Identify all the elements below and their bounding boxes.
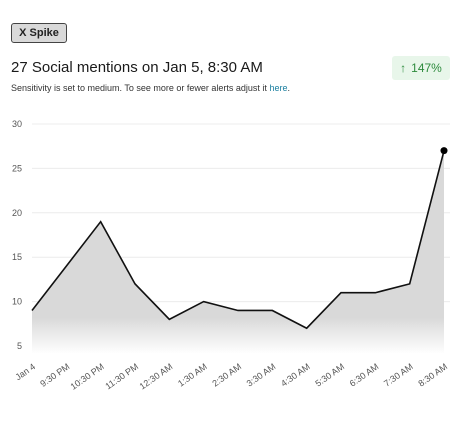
- x-tick-label: 6:30 AM: [348, 361, 381, 388]
- x-tick-label: 10:30 PM: [69, 361, 106, 391]
- series-line: [31, 150, 445, 330]
- x-tick-label: 9:30 PM: [38, 361, 71, 388]
- x-tick-label: 1:30 AM: [176, 361, 209, 388]
- x-tick-label: 8:30 AM: [416, 361, 449, 388]
- sensitivity-link[interactable]: here: [269, 83, 288, 93]
- sensitivity-note: Sensitivity is set to medium. To see mor…: [11, 83, 290, 93]
- alert-headline: 27 Social mentions on Jan 5, 8:30 AM: [11, 59, 263, 76]
- x-tick-label: 5:30 AM: [313, 361, 346, 388]
- x-tick-label: 12:30 AM: [138, 361, 175, 391]
- y-tick-label: 15: [12, 252, 22, 262]
- latest-data-point: [440, 147, 448, 155]
- x-tick-label: Jan 4: [13, 361, 37, 382]
- sensitivity-text: Sensitivity is set to medium. To see mor…: [11, 83, 270, 93]
- x-tick-label: 3:30 AM: [245, 361, 278, 388]
- y-tick-label: 25: [12, 163, 22, 173]
- series-area: [32, 150, 444, 354]
- x-tick-label: 11:30 PM: [103, 361, 140, 391]
- x-tick-label: 2:30 AM: [210, 361, 243, 388]
- y-tick-label: 30: [12, 119, 22, 129]
- x-tick-label: 7:30 AM: [382, 361, 415, 388]
- arrow-up-icon: ↑: [400, 61, 407, 75]
- sensitivity-suffix: .: [287, 83, 290, 93]
- spike-badge[interactable]: X Spike: [11, 23, 67, 43]
- change-badge: ↑ 147%: [392, 56, 450, 80]
- change-value: 147%: [411, 61, 442, 75]
- y-tick-label: 20: [12, 208, 22, 218]
- y-tick-label: 10: [12, 297, 22, 307]
- x-tick-label: 4:30 AM: [279, 361, 312, 388]
- y-tick-label: 5: [17, 341, 22, 351]
